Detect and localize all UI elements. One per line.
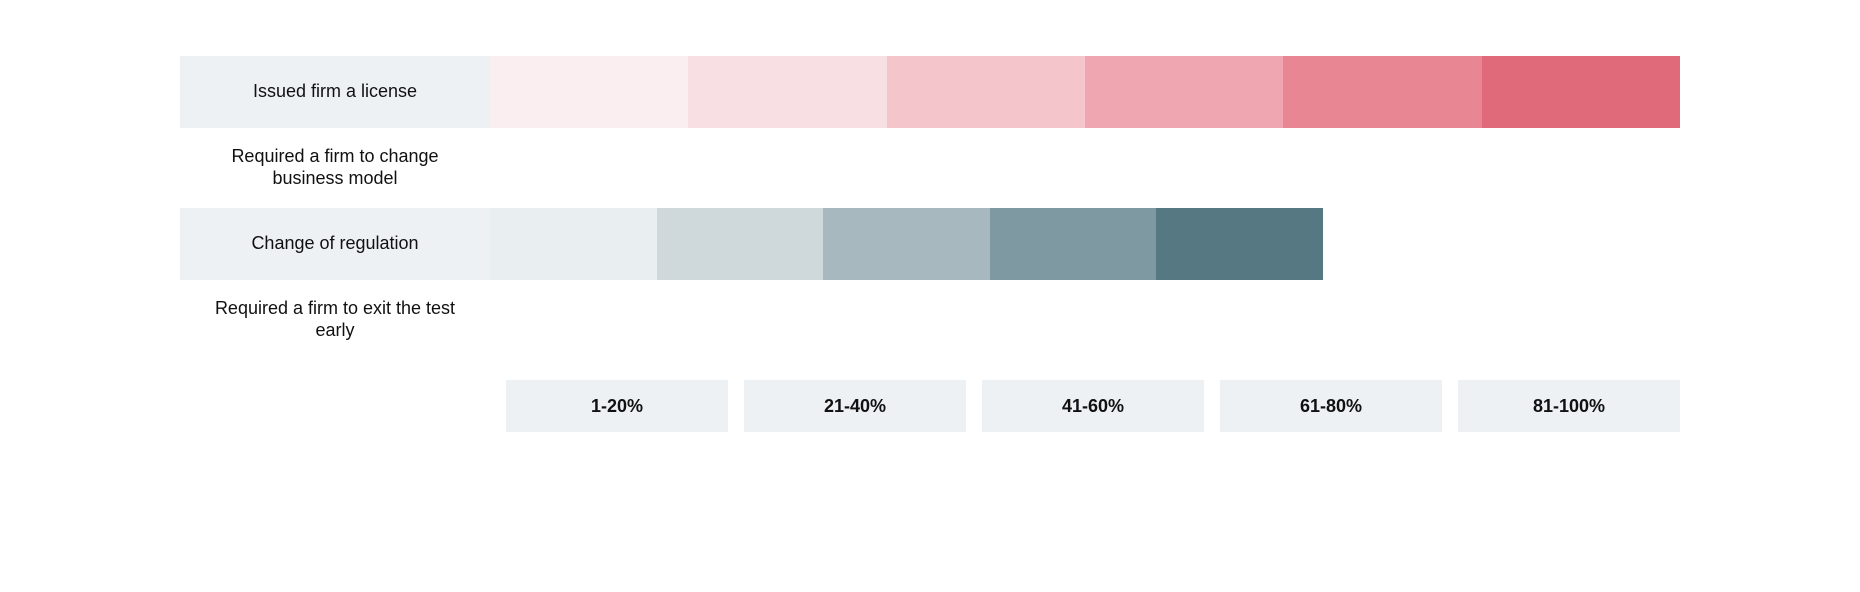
bar-segment [490, 56, 688, 128]
bar-segment [1085, 56, 1283, 128]
bar-area [490, 56, 1680, 128]
row-label: Required a firm to exit the test early [180, 284, 490, 356]
bar-segment [1482, 56, 1680, 128]
chart-row: Required a firm to change business model [180, 132, 1680, 204]
chart-row: Change of regulation [180, 208, 1680, 280]
bar-segment [657, 208, 824, 280]
chart-row: Issued firm a license [180, 56, 1680, 128]
bar-segment [990, 208, 1157, 280]
bar-segment [887, 56, 1085, 128]
bar-segment [1283, 56, 1481, 128]
bar [490, 208, 1323, 280]
bar-area [490, 132, 1680, 204]
bar-segment [490, 208, 657, 280]
x-axis-label: 1-20% [506, 380, 728, 432]
bar-segment [823, 208, 990, 280]
x-axis-label: 81-100% [1458, 380, 1680, 432]
x-axis-spacer [180, 380, 506, 432]
bar-segment [1156, 208, 1323, 280]
chart-row: Required a firm to exit the test early [180, 284, 1680, 356]
bar-area [490, 208, 1680, 280]
row-label: Issued firm a license [180, 56, 490, 128]
chart-rows: Issued firm a license Required a firm to… [180, 56, 1680, 360]
gradient-bar-chart: Issued firm a license Required a firm to… [0, 0, 1860, 592]
x-axis: 1-20% 21-40% 41-60% 61-80% 81-100% [180, 380, 1680, 432]
bar [490, 56, 1680, 128]
x-axis-label: 61-80% [1220, 380, 1442, 432]
row-label: Required a firm to change business model [180, 132, 490, 204]
x-axis-label: 21-40% [744, 380, 966, 432]
x-axis-label: 41-60% [982, 380, 1204, 432]
row-label: Change of regulation [180, 208, 490, 280]
bar-area [490, 284, 1680, 356]
bar-segment [688, 56, 886, 128]
x-axis-labels: 1-20% 21-40% 41-60% 61-80% 81-100% [506, 380, 1680, 432]
